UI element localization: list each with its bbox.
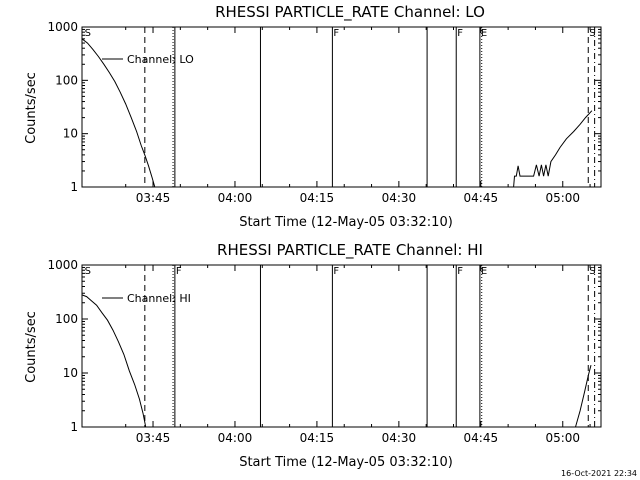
y-tick-label: 10 (63, 127, 78, 141)
legend: Channel: LO (102, 53, 194, 66)
series-line (509, 110, 593, 188)
x-tick-label: 04:00 (218, 431, 253, 445)
legend: Channel: HI (102, 292, 191, 305)
x-tick-label: 04:45 (464, 191, 499, 205)
event-marker-label: E (481, 266, 487, 277)
x-tick-label: 05:00 (545, 191, 580, 205)
y-tick-label: 100 (55, 312, 78, 326)
event-marker-label: F (176, 266, 182, 277)
series-line (81, 38, 156, 188)
event-marker-label: F (457, 266, 463, 277)
x-axis-label: Start Time (12-May-05 03:32:10) (239, 455, 453, 470)
x-tick-label: 04:30 (382, 191, 417, 205)
chart-title: RHESSI PARTICLE_RATE Channel: HI (217, 241, 483, 260)
event-marker-label: S (589, 266, 595, 277)
series-line (575, 364, 592, 428)
event-marker-label: S (85, 28, 91, 39)
x-tick-label: 04:30 (382, 431, 417, 445)
event-marker-label: E (481, 28, 487, 39)
y-tick-label: 1 (70, 180, 78, 194)
plot-frame (81, 264, 602, 428)
chart-lo-channel: RHESSI PARTICLE_RATE Channel: LO Counts/… (24, 3, 602, 230)
event-marker-label: S (589, 28, 595, 39)
y-tick-label: 1 (70, 420, 78, 434)
series-group (81, 38, 593, 188)
y-tick-label: 10 (63, 366, 78, 380)
tick-group: 03:45 04:00 04:15 04:30 04:45 05:00 1 10 100 1000 (47, 258, 601, 445)
plot-frame (81, 26, 602, 188)
x-tick-label: 04:15 (300, 191, 335, 205)
chart-hi-channel: RHESSI PARTICLE_RATE Channel: HI Counts/… (24, 241, 602, 470)
event-marker-label: F (457, 28, 463, 39)
legend-label: Channel: HI (127, 292, 191, 305)
y-tick-label: 1000 (47, 258, 78, 272)
tick-group: 03:45 04:00 04:15 04:30 04:45 05:00 1 10 100 1000 (47, 20, 601, 205)
chart-title: RHESSI PARTICLE_RATE Channel: LO (215, 3, 485, 22)
x-tick-label: 04:45 (464, 431, 499, 445)
event-marker-label: S (85, 266, 91, 277)
x-tick-label: 03:45 (136, 431, 171, 445)
event-marker-label: F (333, 28, 339, 39)
x-tick-label: 04:00 (218, 191, 253, 205)
y-axis-label: Counts/sec (24, 311, 39, 383)
event-marker-label: F (333, 266, 339, 277)
timestamp: 16-Oct-2021 22:34 (561, 469, 637, 478)
series-line (81, 294, 147, 428)
y-tick-label: 1000 (47, 20, 78, 34)
y-tick-label: 100 (55, 73, 78, 87)
x-tick-label: 04:15 (300, 431, 335, 445)
x-axis-label: Start Time (12-May-05 03:32:10) (239, 215, 453, 230)
x-tick-label: 03:45 (136, 191, 171, 205)
y-axis-label: Counts/sec (24, 72, 39, 144)
x-tick-label: 05:00 (545, 431, 580, 445)
series-group (81, 294, 592, 428)
legend-label: Channel: LO (127, 53, 194, 66)
